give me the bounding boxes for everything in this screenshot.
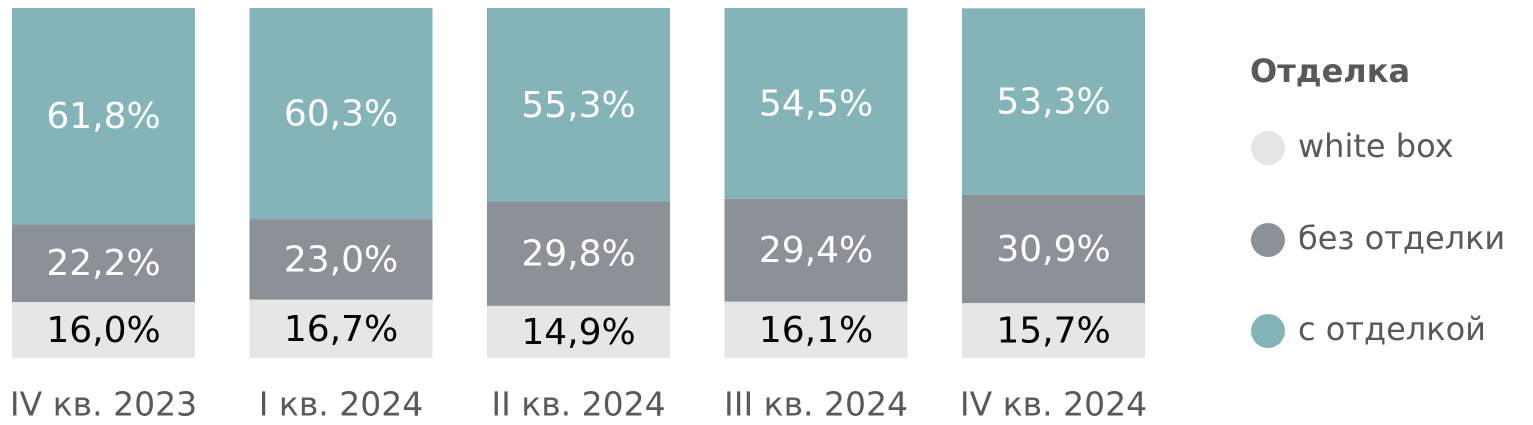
bar-segment xyxy=(487,8,670,202)
value-label: 14,9% xyxy=(521,312,635,353)
value-label: 61,8% xyxy=(46,96,160,137)
x-tick-label: I кв. 2024 xyxy=(259,385,424,424)
value-label: 15,7% xyxy=(996,311,1110,352)
value-label: 29,4% xyxy=(759,230,873,271)
value-label: 30,9% xyxy=(996,229,1110,270)
value-label: 55,3% xyxy=(521,85,635,126)
bar-segment xyxy=(487,305,670,358)
legend-label: white box xyxy=(1298,127,1454,165)
x-tick-label: III кв. 2024 xyxy=(724,385,908,424)
bar-segment xyxy=(249,8,433,220)
value-label: 53,3% xyxy=(996,82,1110,123)
value-label: 16,7% xyxy=(284,309,398,350)
bar-segment xyxy=(962,8,1145,195)
value-label: 29,8% xyxy=(521,234,635,275)
legend-marker xyxy=(1251,223,1285,257)
bar-segment xyxy=(12,224,195,302)
legend-label: без отделки xyxy=(1298,219,1505,257)
x-tick-label: II кв. 2024 xyxy=(491,385,665,424)
value-label: 16,0% xyxy=(46,310,160,351)
bar-segment xyxy=(12,302,195,358)
value-label: 16,1% xyxy=(759,310,873,351)
x-tick-label: IV кв. 2023 xyxy=(10,385,197,424)
value-label: 22,2% xyxy=(46,243,160,284)
x-tick-label: IV кв. 2024 xyxy=(960,385,1147,424)
bar-segment xyxy=(12,8,195,225)
legend-label: с отделкой xyxy=(1298,310,1486,348)
bar-segment xyxy=(487,201,670,306)
bar-segment xyxy=(724,8,908,199)
legend-title: Отделка xyxy=(1250,52,1410,90)
bar-segment xyxy=(724,198,908,302)
legend-marker xyxy=(1251,131,1285,165)
legend-marker xyxy=(1251,314,1285,348)
bar-segment xyxy=(962,303,1145,358)
bar-segment xyxy=(249,219,433,300)
bar-segment xyxy=(249,299,433,358)
value-label: 23,0% xyxy=(284,239,398,280)
bar-segment xyxy=(724,301,908,358)
value-label: 60,3% xyxy=(284,94,398,135)
value-label: 54,5% xyxy=(759,83,873,124)
bar-segment xyxy=(962,194,1145,304)
